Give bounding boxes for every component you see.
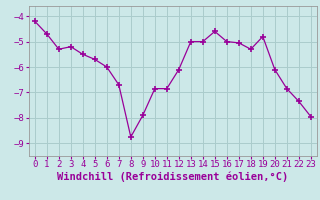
- X-axis label: Windchill (Refroidissement éolien,°C): Windchill (Refroidissement éolien,°C): [57, 172, 288, 182]
